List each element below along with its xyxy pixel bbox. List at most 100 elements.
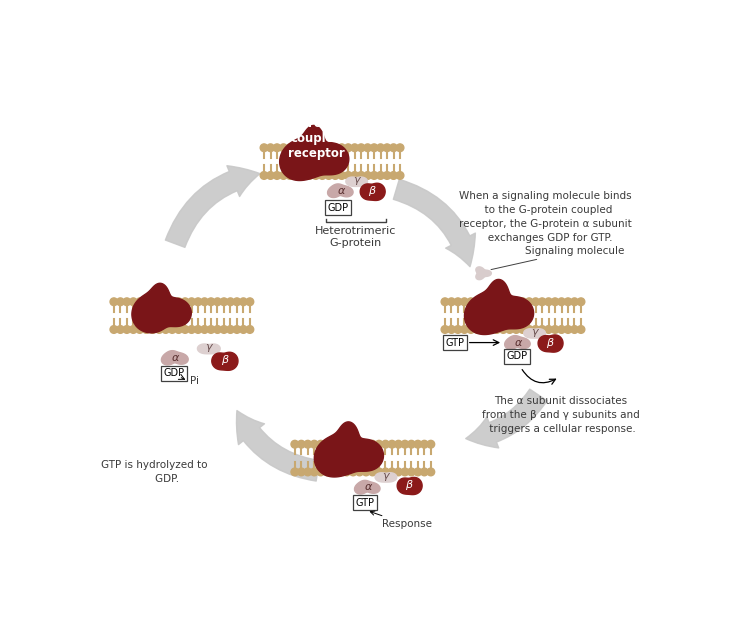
Polygon shape — [328, 184, 353, 197]
Circle shape — [130, 326, 137, 333]
Circle shape — [220, 326, 228, 333]
Circle shape — [384, 172, 391, 179]
Circle shape — [227, 298, 234, 306]
Text: GTP is hydrolyzed to
        GDP.: GTP is hydrolyzed to GDP. — [101, 460, 208, 483]
FancyArrowPatch shape — [393, 179, 475, 267]
Circle shape — [220, 298, 228, 306]
Circle shape — [349, 440, 357, 448]
Circle shape — [116, 298, 124, 306]
Circle shape — [420, 468, 428, 476]
Circle shape — [362, 468, 370, 476]
Circle shape — [376, 468, 383, 476]
Text: GTP: GTP — [446, 338, 465, 347]
Circle shape — [467, 326, 475, 333]
Polygon shape — [360, 183, 385, 201]
Circle shape — [207, 298, 215, 306]
Circle shape — [330, 468, 337, 476]
Circle shape — [545, 298, 553, 306]
Circle shape — [310, 440, 318, 448]
Circle shape — [499, 326, 507, 333]
Circle shape — [474, 326, 481, 333]
Circle shape — [414, 468, 422, 476]
Circle shape — [447, 326, 455, 333]
Circle shape — [487, 298, 494, 306]
Circle shape — [239, 326, 247, 333]
Circle shape — [187, 326, 195, 333]
Circle shape — [460, 298, 468, 306]
Circle shape — [395, 468, 403, 476]
Circle shape — [227, 326, 234, 333]
Circle shape — [389, 172, 397, 179]
FancyArrowPatch shape — [165, 166, 260, 247]
Circle shape — [558, 326, 565, 333]
Circle shape — [364, 172, 372, 179]
Circle shape — [558, 298, 565, 306]
Circle shape — [304, 468, 312, 476]
Circle shape — [130, 298, 137, 306]
Circle shape — [577, 298, 585, 306]
Circle shape — [325, 172, 332, 179]
Circle shape — [564, 326, 572, 333]
Circle shape — [551, 298, 559, 306]
Circle shape — [512, 298, 520, 306]
Circle shape — [401, 440, 408, 448]
Circle shape — [362, 440, 370, 448]
Circle shape — [408, 440, 415, 448]
Circle shape — [338, 144, 346, 152]
Text: GDP: GDP — [164, 369, 184, 378]
Circle shape — [487, 326, 494, 333]
Circle shape — [526, 326, 533, 333]
Polygon shape — [198, 344, 220, 354]
Circle shape — [293, 172, 300, 179]
Text: α: α — [172, 353, 179, 363]
Circle shape — [280, 172, 288, 179]
Circle shape — [376, 440, 383, 448]
Text: γ: γ — [383, 470, 389, 481]
Circle shape — [325, 144, 332, 152]
Text: GTP: GTP — [356, 497, 375, 508]
Polygon shape — [538, 335, 563, 352]
Circle shape — [194, 326, 202, 333]
Circle shape — [155, 326, 163, 333]
Text: β: β — [546, 338, 553, 347]
Circle shape — [369, 468, 376, 476]
Text: α: α — [365, 482, 372, 492]
Circle shape — [519, 298, 526, 306]
Polygon shape — [523, 329, 545, 338]
Circle shape — [381, 440, 389, 448]
Text: Pi: Pi — [190, 376, 198, 386]
Circle shape — [336, 440, 344, 448]
Circle shape — [207, 326, 215, 333]
Circle shape — [286, 172, 294, 179]
Circle shape — [370, 144, 378, 152]
Text: When a signaling molecule binds
  to the G-protein coupled
receptor, the G-prote: When a signaling molecule binds to the G… — [459, 191, 632, 243]
Circle shape — [526, 298, 533, 306]
Polygon shape — [280, 126, 349, 181]
Circle shape — [318, 172, 326, 179]
Circle shape — [286, 144, 294, 152]
Circle shape — [357, 172, 365, 179]
Circle shape — [396, 144, 404, 152]
FancyArrowPatch shape — [236, 410, 319, 481]
Text: γ: γ — [531, 327, 538, 337]
Circle shape — [201, 298, 209, 306]
FancyArrowPatch shape — [466, 389, 547, 448]
Circle shape — [343, 468, 351, 476]
Circle shape — [356, 440, 364, 448]
Text: α: α — [337, 186, 345, 196]
Circle shape — [384, 144, 391, 152]
Circle shape — [408, 468, 415, 476]
Circle shape — [332, 172, 339, 179]
Circle shape — [162, 298, 170, 306]
Circle shape — [460, 326, 468, 333]
Circle shape — [260, 144, 268, 152]
Circle shape — [260, 172, 268, 179]
Circle shape — [336, 468, 344, 476]
Circle shape — [330, 440, 337, 448]
Circle shape — [317, 468, 324, 476]
Circle shape — [291, 440, 299, 448]
Circle shape — [182, 326, 189, 333]
Circle shape — [187, 298, 195, 306]
Circle shape — [349, 468, 357, 476]
Polygon shape — [354, 480, 380, 494]
